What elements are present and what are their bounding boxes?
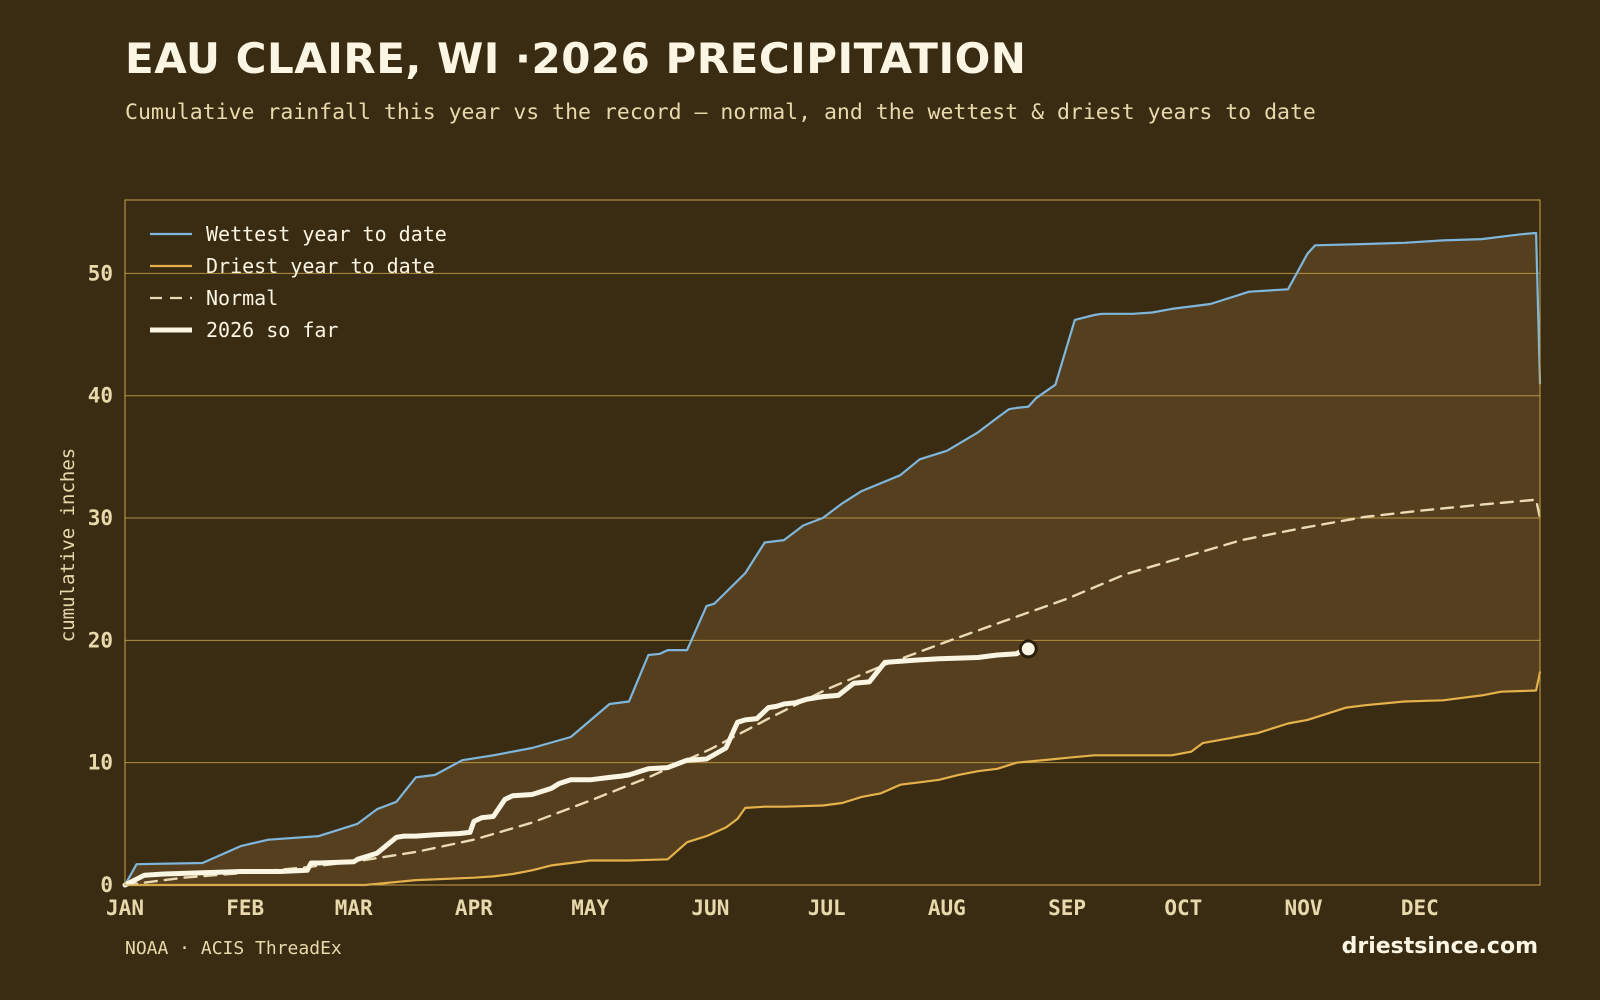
y-tick-label: 30 — [88, 506, 113, 530]
y-tick-label: 0 — [100, 873, 113, 897]
current-endpoint-marker — [1018, 639, 1038, 659]
x-tick-label: JAN — [106, 896, 144, 920]
x-tick-label: MAY — [571, 896, 609, 920]
x-tick-label: JUN — [691, 896, 729, 920]
y-tick-label: 40 — [88, 384, 113, 408]
y-tick-label: 10 — [88, 751, 113, 775]
x-tick-label: OCT — [1164, 896, 1202, 920]
y-tick-label: 20 — [88, 628, 113, 652]
y-tick-label: 50 — [88, 261, 113, 285]
x-tick-label: FEB — [226, 896, 264, 920]
chart-subtitle: Cumulative rainfall this year vs the rec… — [125, 100, 1316, 125]
x-tick-label: MAR — [335, 896, 373, 920]
chart-title: EAU CLAIRE, WI ·2026 PRECIPITATION — [125, 34, 1027, 83]
source-credit: NOAA · ACIS ThreadEx — [125, 938, 342, 959]
x-tick-label: AUG — [928, 896, 966, 920]
legend-label: Driest year to date — [206, 254, 435, 278]
series-layer — [122, 231, 1542, 888]
x-tick-label: APR — [455, 896, 493, 920]
x-tick-label: NOV — [1285, 896, 1323, 920]
legend-label: Normal — [206, 286, 278, 310]
plot-frame — [124, 199, 1541, 886]
series-line-driest-year-to-date — [123, 671, 1542, 887]
y-axis-label: cumulative inches — [57, 448, 79, 642]
x-tick-label: DEC — [1401, 896, 1439, 920]
legend-label: Wettest year to date — [206, 222, 447, 246]
grid-layer — [125, 272, 1540, 764]
series-line-normal — [123, 498, 1542, 887]
brand-link[interactable]: driestsince.com — [1341, 934, 1538, 959]
legend-label: 2026 so far — [206, 318, 338, 342]
series-line-2026-so-far — [122, 648, 1023, 888]
legend: Wettest year to date Driest year to date N… — [150, 222, 447, 342]
axis-layer: 0 10 20 30 40 50 JAN FEB MAR APR MAY JUN JUL AUG SEP OC… — [57, 199, 1541, 920]
x-tick-label: JUL — [808, 896, 846, 920]
series-line-wettest-year-to-date — [123, 231, 1542, 887]
x-tick-label: SEP — [1048, 896, 1086, 920]
